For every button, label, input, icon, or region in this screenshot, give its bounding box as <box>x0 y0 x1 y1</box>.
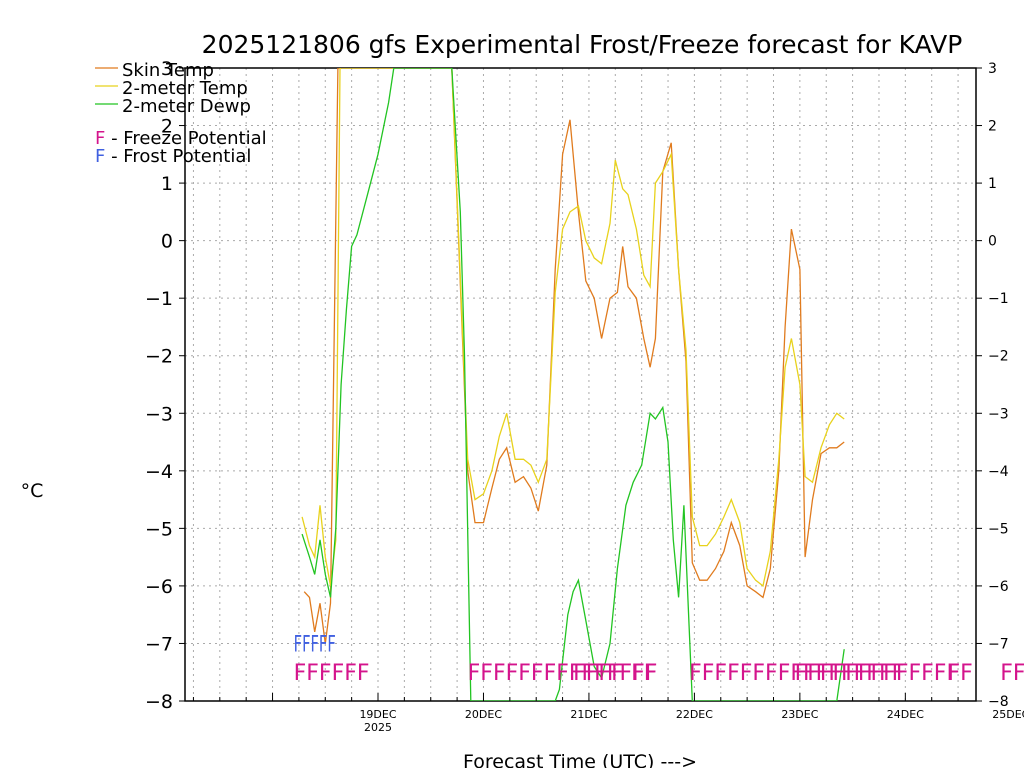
plot-frame <box>184 67 977 702</box>
y-tick-label-right: 3 <box>988 61 997 77</box>
y-tick-label-left: 1 <box>161 173 173 195</box>
y-axis-label: °C <box>21 480 44 502</box>
series-line-2-meter-dewp <box>301 68 845 701</box>
y-tick-label-right: −7 <box>988 636 1009 652</box>
x-tick-label: 24DEC <box>887 708 924 721</box>
frost-potential-marks: FFFFF <box>294 632 336 657</box>
x-axis-label: Forecast Time (UTC) ---> <box>463 751 697 768</box>
y-tick-label-left: −5 <box>145 518 173 540</box>
chart-title: 2025121806 gfs Experimental Frost/Freeze… <box>202 30 963 59</box>
y-tick-label-right: −5 <box>988 521 1009 537</box>
y-tick-label-right: −3 <box>988 406 1009 422</box>
y-tick-label-left: −2 <box>145 346 173 368</box>
x-tick-label: 22DEC <box>676 708 713 721</box>
legend-label: 2-meter Dewp <box>122 96 251 117</box>
y-tick-label-left: −8 <box>145 691 173 713</box>
series-line-2-meter-temp <box>301 68 845 588</box>
legend-note: F - Freeze Potential <box>95 128 267 149</box>
gridlines <box>185 68 976 701</box>
y-tick-label-right: 1 <box>988 176 997 192</box>
y-tick-label-left: −6 <box>145 576 173 598</box>
y-tick-label-left: −3 <box>145 403 173 425</box>
x-tick-label: 20DEC <box>465 708 502 721</box>
freeze-potential-marks: FFFFFFFFFFFFFFFFF <box>689 661 904 686</box>
freeze-potential-marks: FFFFFFFFFFFFF <box>795 661 960 686</box>
y-tick-label-left: −1 <box>145 288 173 310</box>
freeze-potential-marks: FF <box>631 661 656 686</box>
freeze-potential-marks: FFFFFFFFFFFFFFF <box>468 661 658 686</box>
y-tick-label-right: −2 <box>988 349 1009 365</box>
legend-label: Skin Temp <box>122 60 214 81</box>
freeze-potential-marks: FFFFFF <box>294 661 370 686</box>
y-tick-label-right: −4 <box>988 464 1009 480</box>
y-tick-label-right: 0 <box>988 234 997 250</box>
series-line-skin-temp <box>303 68 845 644</box>
series-lines <box>301 68 845 701</box>
y-tick-label-right: 2 <box>988 119 997 135</box>
x-tick-label: 25DEC <box>992 708 1024 721</box>
x-tick-label: 23DEC <box>781 708 818 721</box>
y-tick-label-left: 3 <box>161 58 173 80</box>
legend-note: F - Frost Potential <box>95 146 251 167</box>
x-tick-label: 19DEC <box>359 708 396 721</box>
freeze-potential-marks: FF <box>948 661 973 686</box>
y-tick-label-right: −6 <box>988 579 1009 595</box>
y-tick-label-right: −8 <box>988 694 1009 710</box>
y-tick-label-left: 0 <box>161 231 173 253</box>
y-tick-label-left: −7 <box>145 633 173 655</box>
y-tick-label-left: −4 <box>145 461 173 483</box>
freeze-potential-marks: FFFF <box>573 661 624 686</box>
x-tick-sublabel: 2025 <box>364 721 392 734</box>
legend-label: 2-meter Temp <box>122 78 248 99</box>
freeze-potential-marks: FFFFFF <box>1000 661 1024 686</box>
y-axis-ticks: 3 3 2 2 1 1 0 0 −1 −1 −2 −2 −3 −3 −4 −4 −5 −5 −6 −6 −7 −7 −8 −8 <box>145 58 1009 713</box>
y-tick-label-left: 2 <box>161 116 173 138</box>
y-tick-label-right: −1 <box>988 291 1009 307</box>
x-tick-label: 21DEC <box>570 708 607 721</box>
